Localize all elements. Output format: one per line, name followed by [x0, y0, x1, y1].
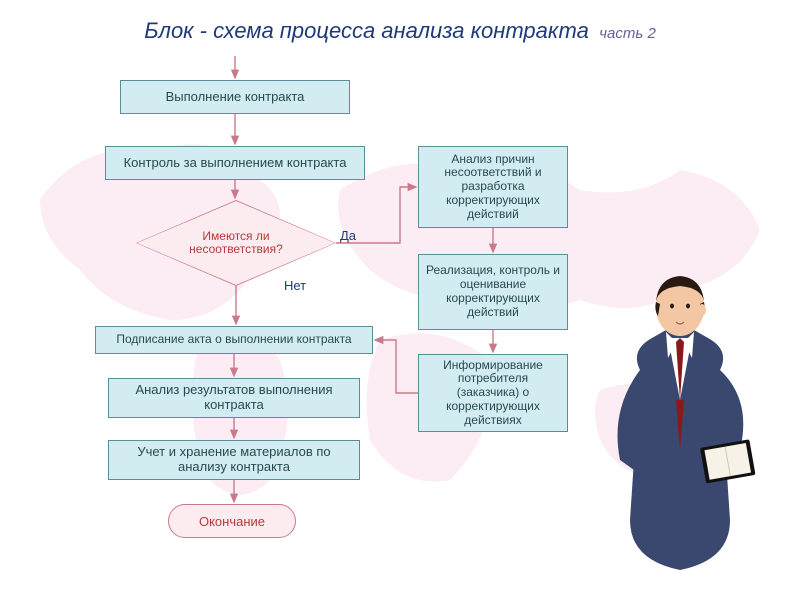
label-yes: Да: [340, 228, 356, 243]
node-label: Контроль за выполнением контракта: [124, 156, 347, 171]
businessman-figure: [580, 260, 780, 580]
node-control-execution: Контроль за выполнением контракта: [105, 146, 365, 180]
node-implement-actions: Реализация, контроль и оценивание коррек…: [418, 254, 568, 330]
node-inform-customer: Информирование потребителя (заказчика) о…: [418, 354, 568, 432]
node-analyze-causes: Анализ причин несоответствий и разработк…: [418, 146, 568, 228]
node-label: Подписание акта о выполнении контракта: [116, 333, 351, 347]
label-no: Нет: [284, 278, 306, 293]
node-store-materials: Учет и хранение материалов по анализу ко…: [108, 440, 360, 480]
terminator-label: Окончание: [199, 514, 265, 529]
node-label: Учет и хранение материалов по анализу ко…: [115, 445, 353, 475]
decision-nonconformities: Имеются ли несоответствия?: [136, 200, 336, 286]
node-execute-contract: Выполнение контракта: [120, 80, 350, 114]
node-label: Информирование потребителя (заказчика) о…: [425, 359, 561, 428]
node-label: Реализация, контроль и оценивание коррек…: [425, 264, 561, 319]
title-sub: часть 2: [599, 25, 656, 42]
node-label: Анализ результатов выполнения контракта: [115, 383, 353, 413]
node-analyze-results: Анализ результатов выполнения контракта: [108, 378, 360, 418]
node-label: Выполнение контракта: [166, 90, 305, 105]
title-main: Блок - схема процесса анализа контракта: [144, 18, 589, 43]
terminator-end: Окончание: [168, 504, 296, 538]
node-sign-act: Подписание акта о выполнении контракта: [95, 326, 373, 354]
node-label: Анализ причин несоответствий и разработк…: [425, 153, 561, 222]
diamond-label: Имеются ли несоответствия?: [156, 230, 316, 256]
page-title: Блок - схема процесса анализа контракта …: [0, 18, 800, 44]
